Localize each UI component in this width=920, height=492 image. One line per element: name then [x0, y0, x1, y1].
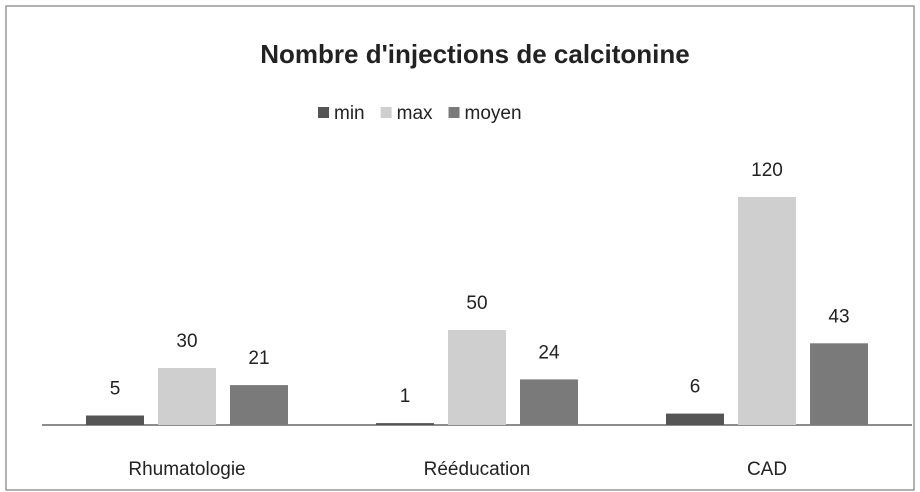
value-label: 120 — [751, 160, 783, 181]
value-label: 6 — [690, 377, 701, 398]
value-label: 50 — [466, 293, 487, 314]
bar — [810, 343, 868, 425]
chart-title: Nombre d'injections de calcitonine — [260, 39, 689, 69]
bar — [520, 379, 578, 425]
value-label: 24 — [538, 342, 560, 363]
x-tick-label: Rhumatologie — [128, 459, 245, 480]
bar — [158, 368, 216, 425]
value-label: 30 — [176, 331, 197, 352]
legend-swatch — [448, 107, 460, 118]
x-tick-label: CAD — [747, 459, 787, 480]
bar — [448, 330, 506, 425]
bar — [666, 413, 724, 425]
value-label: 21 — [248, 348, 269, 369]
bar — [86, 415, 144, 425]
legend-swatch — [380, 107, 392, 118]
value-label: 1 — [400, 386, 411, 407]
legend-label: min — [334, 103, 365, 124]
value-label: 43 — [828, 306, 849, 327]
bar — [230, 385, 288, 425]
value-label: 5 — [110, 379, 121, 400]
x-tick-label: Rééducation — [424, 459, 531, 480]
legend-swatch — [318, 107, 329, 118]
bar — [376, 423, 434, 425]
legend-label: moyen — [465, 103, 522, 124]
bar — [738, 197, 796, 425]
legend-label: max — [397, 103, 433, 124]
